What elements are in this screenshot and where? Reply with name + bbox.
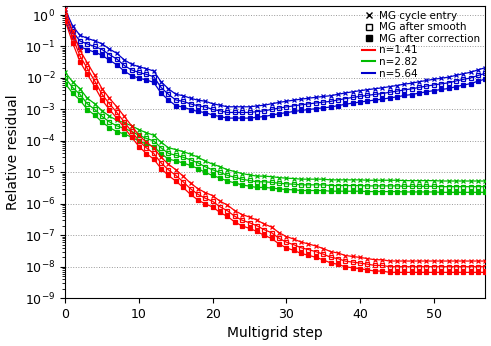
- Legend: MG cycle entry, MG after smooth, MG after correction, n=1.41, n=2.82, n=5.64: MG cycle entry, MG after smooth, MG afte…: [360, 9, 482, 81]
- X-axis label: Multigrid step: Multigrid step: [227, 326, 323, 340]
- Y-axis label: Relative residual: Relative residual: [5, 94, 20, 210]
